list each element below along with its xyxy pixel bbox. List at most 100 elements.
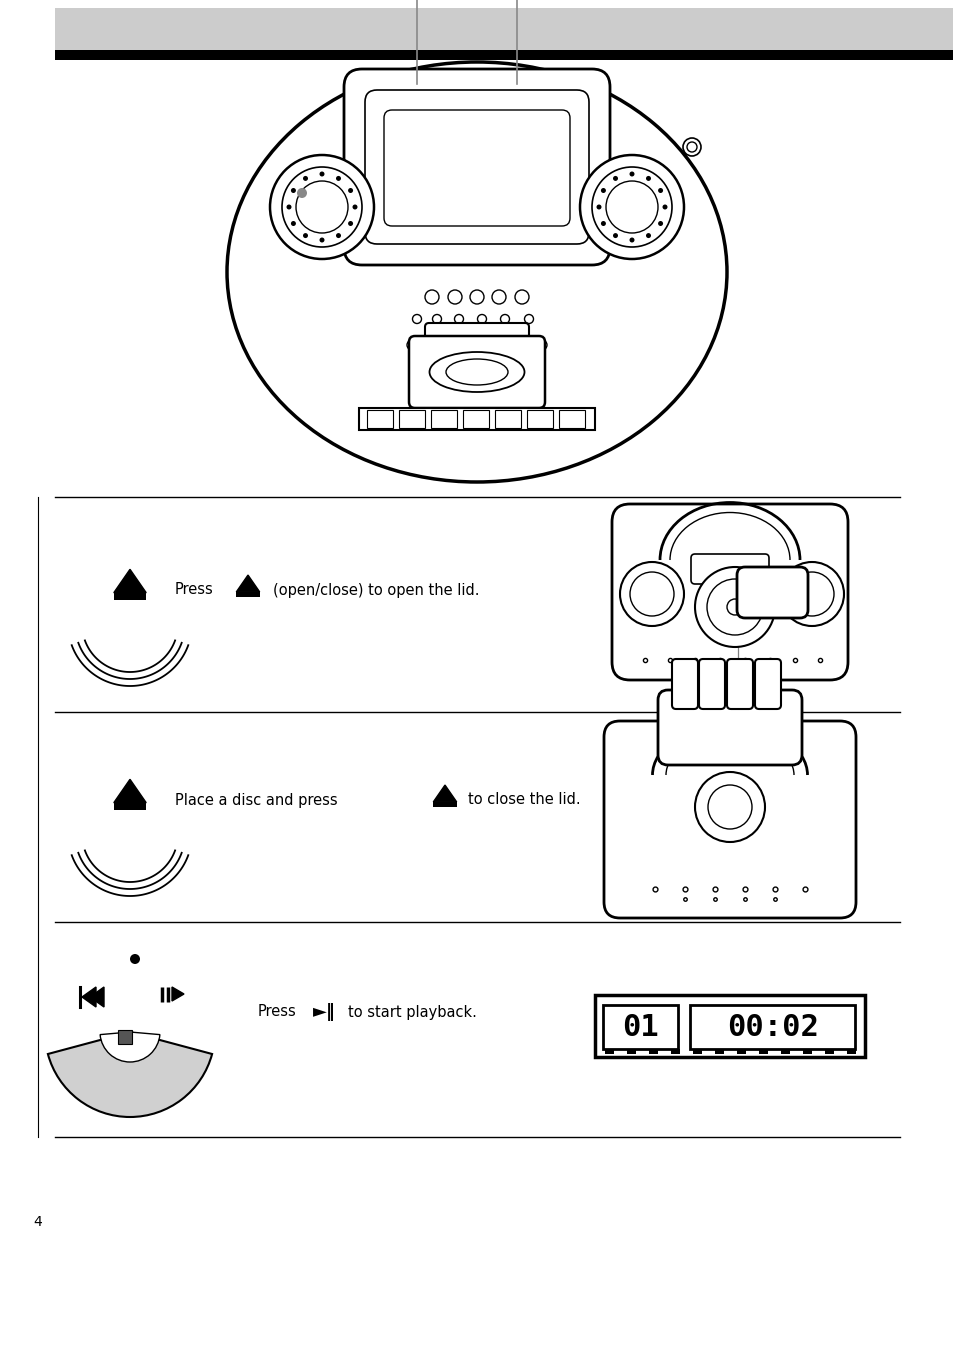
Circle shape [424,289,438,304]
Bar [737,1049,745,1055]
Circle shape [448,289,461,304]
Circle shape [286,204,292,210]
Bar [759,1049,767,1055]
Ellipse shape [446,360,507,385]
Bar [689,1005,854,1049]
Bar [113,803,146,810]
Bar [118,1030,132,1044]
Bar [113,594,146,600]
Polygon shape [82,987,96,1007]
Circle shape [303,233,308,238]
FancyBboxPatch shape [365,91,588,243]
Text: 01: 01 [622,1013,659,1041]
Ellipse shape [227,62,726,483]
Bar [526,410,553,429]
Circle shape [613,233,618,238]
FancyBboxPatch shape [384,110,569,226]
Circle shape [695,772,764,842]
Bar [692,1049,701,1055]
Bar [433,802,456,807]
Circle shape [600,220,605,226]
Bar [648,1049,658,1055]
Circle shape [296,188,307,197]
Circle shape [789,572,833,617]
Bar [236,592,259,598]
Circle shape [658,188,662,193]
Circle shape [291,220,295,226]
Circle shape [629,572,673,617]
Circle shape [605,181,658,233]
Circle shape [629,172,634,177]
Circle shape [303,176,308,181]
Bar [495,410,520,429]
Circle shape [726,599,742,615]
FancyBboxPatch shape [409,337,544,408]
Bar [462,410,489,429]
Circle shape [270,155,374,260]
Circle shape [629,238,634,242]
Bar [781,1049,789,1055]
Circle shape [348,220,353,226]
Bar [824,1049,833,1055]
Polygon shape [90,987,104,1007]
Bar [595,995,864,1057]
Circle shape [592,168,671,247]
Bar [0,0,55,50]
Text: to close the lid.: to close the lid. [468,792,580,807]
Text: 00:02: 00:02 [726,1013,818,1041]
Bar [431,410,456,429]
Bar [358,408,595,430]
Bar [714,1049,723,1055]
Circle shape [335,233,340,238]
Bar [670,1049,679,1055]
FancyBboxPatch shape [699,658,724,708]
Polygon shape [172,987,184,1000]
FancyBboxPatch shape [603,721,855,918]
Text: Press: Press [257,1005,296,1019]
Circle shape [130,955,140,964]
Circle shape [780,562,843,626]
Circle shape [412,315,421,323]
Circle shape [686,142,697,151]
Circle shape [707,786,751,829]
Circle shape [500,315,509,323]
FancyBboxPatch shape [424,323,529,366]
Bar [55,50,953,59]
Bar [55,8,953,50]
Bar [367,410,393,429]
Polygon shape [113,569,146,592]
Circle shape [407,339,416,350]
Circle shape [515,289,529,304]
Circle shape [454,315,463,323]
Circle shape [596,204,601,210]
FancyBboxPatch shape [726,658,752,708]
Polygon shape [236,575,259,592]
Bar [802,1049,811,1055]
Text: Press: Press [174,583,213,598]
Ellipse shape [429,352,524,392]
FancyBboxPatch shape [690,554,768,584]
Circle shape [319,172,324,177]
Circle shape [295,181,348,233]
Text: (open/close) to open the lid.: (open/close) to open the lid. [273,583,479,598]
Circle shape [579,155,683,260]
Wedge shape [48,1032,212,1117]
Circle shape [319,238,324,242]
Circle shape [282,168,361,247]
Bar [602,1005,678,1049]
Circle shape [492,289,505,304]
FancyBboxPatch shape [344,69,609,265]
Text: 4: 4 [33,1215,42,1229]
Bar [558,410,584,429]
Circle shape [477,315,486,323]
Bar [604,1049,614,1055]
FancyBboxPatch shape [737,566,807,618]
Wedge shape [100,1032,160,1063]
Circle shape [524,315,533,323]
Circle shape [645,233,650,238]
Circle shape [291,188,295,193]
Circle shape [335,176,340,181]
Bar [398,410,424,429]
Polygon shape [113,779,146,803]
Text: to start playback.: to start playback. [348,1005,476,1019]
